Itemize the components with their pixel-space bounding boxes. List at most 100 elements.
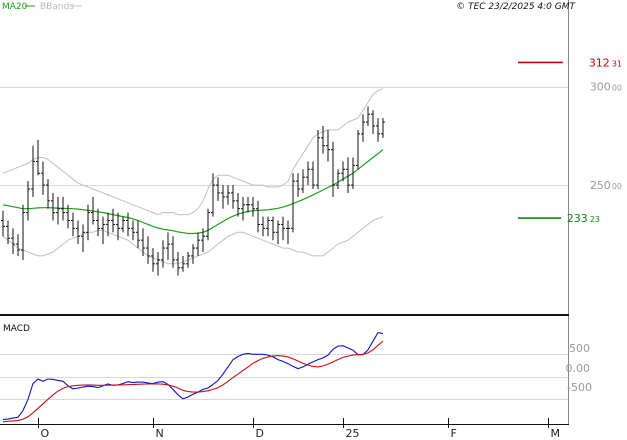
ohlc-bars — [1, 106, 385, 276]
x-label-M: M — [551, 427, 561, 440]
ohlc-bar — [291, 173, 295, 233]
ohlc-bar — [276, 220, 280, 245]
ohlc-bar — [236, 192, 240, 217]
ohlc-bar — [51, 192, 55, 221]
ohlc-bar — [21, 204, 25, 260]
legend-ma20: MA20 — [2, 2, 28, 12]
ohlc-bar — [41, 161, 45, 195]
ohlc-bar — [36, 139, 40, 176]
macd-signal-line — [2, 340, 384, 423]
ohlc-bar — [371, 110, 375, 134]
x-label-F: F — [451, 427, 457, 440]
resistance-label-main: 312 — [589, 56, 610, 69]
ohlc-bar — [71, 212, 75, 237]
ohlc-bar — [76, 220, 80, 245]
ohlc-bar — [336, 169, 340, 189]
resistance-label-sub: 31 — [612, 59, 622, 68]
ohlc-bar — [56, 196, 60, 225]
y-tick-300: 30000 — [590, 81, 622, 94]
ohlc-bar — [46, 179, 50, 209]
ohlc-bar — [106, 212, 110, 237]
macd-tick-500: 500 — [569, 342, 590, 355]
ohlc-bar — [216, 177, 220, 201]
macd-tick-0: 0.00 — [566, 362, 591, 375]
ohlc-bar — [261, 216, 265, 237]
ohlc-bar — [226, 185, 230, 205]
copyright-stamp: © TEC 23/2/2025 4:0 GMT — [456, 2, 576, 12]
ohlc-bar — [376, 118, 380, 142]
ohlc-bar — [101, 216, 105, 245]
ohlc-bar — [66, 204, 70, 229]
ohlc-bar — [221, 185, 225, 209]
ohlc-bar — [26, 181, 30, 221]
bollinger-upper-band — [2, 88, 384, 216]
ohlc-bar — [271, 216, 275, 241]
ohlc-bar — [191, 244, 195, 264]
ohlc-bar — [241, 196, 245, 221]
ohlc-bar — [126, 212, 130, 237]
ohlc-bar — [171, 236, 175, 268]
y-tick-250-main: 250 — [590, 179, 611, 192]
ohlc-bar — [166, 232, 170, 260]
x-label-25: 25 — [346, 427, 360, 440]
ohlc-bar — [16, 234, 20, 256]
ohlc-bar — [366, 106, 370, 126]
ohlc-bar — [156, 252, 160, 276]
ohlc-bar — [331, 141, 335, 197]
ohlc-bar — [231, 185, 235, 209]
ohlc-bar — [196, 232, 200, 256]
ohlc-bar — [116, 212, 120, 241]
ohlc-bar — [131, 220, 135, 241]
ohlc-bar — [151, 248, 155, 272]
y-tick-300-main: 300 — [590, 81, 611, 94]
y-tick-250-sub: 00 — [612, 182, 622, 191]
ohlc-bar — [161, 240, 165, 268]
macd-line — [2, 331, 384, 421]
macd-label: MACD — [3, 324, 30, 334]
ohlc-bar — [316, 129, 320, 189]
y-tick-250: 25000 — [590, 179, 622, 192]
ohlc-bar — [296, 173, 300, 197]
x-axis: O N D 25 F M — [38, 418, 561, 440]
ohlc-bar — [361, 114, 365, 142]
support-label-main: 233 — [567, 212, 588, 225]
ohlc-bar — [121, 216, 125, 233]
ohlc-bar — [11, 228, 15, 254]
ohlc-bar — [86, 204, 90, 241]
ohlc-bar — [251, 196, 255, 217]
macd-tick-neg500: -500 — [567, 381, 592, 394]
ohlc-bar — [201, 228, 205, 252]
ohlc-bar — [181, 255, 185, 272]
ohlc-bar — [266, 216, 270, 237]
support-label-sub: 23 — [590, 215, 600, 224]
ohlc-bar — [6, 220, 10, 245]
ohlc-bar — [326, 129, 330, 162]
resistance-label: 312 31 — [589, 56, 622, 69]
ohlc-bar — [281, 216, 285, 241]
y-tick-300-sub: 00 — [612, 84, 622, 93]
ohlc-bar — [351, 157, 355, 189]
ohlc-bar — [111, 208, 115, 233]
ohlc-bar — [286, 220, 290, 245]
x-label-O: O — [41, 427, 50, 440]
macd-gridlines — [0, 354, 568, 400]
ohlc-bar — [356, 129, 360, 170]
ohlc-bar — [146, 236, 150, 264]
ohlc-bar — [256, 200, 260, 233]
ohlc-bar — [346, 157, 350, 193]
ohlc-bar — [31, 145, 35, 197]
ohlc-bar — [311, 161, 315, 189]
ohlc-bar — [81, 224, 85, 252]
ohlc-bar — [301, 169, 305, 193]
x-label-N: N — [156, 427, 164, 440]
ohlc-bar — [246, 196, 250, 213]
ohlc-bar — [211, 173, 215, 217]
x-label-D: D — [256, 427, 264, 440]
support-label: 233 23 — [567, 212, 600, 225]
ohlc-bar — [136, 220, 140, 249]
ohlc-bar — [341, 161, 345, 182]
ohlc-bar — [381, 118, 385, 138]
ohlc-bar — [1, 210, 5, 237]
ohlc-bar — [206, 208, 210, 241]
